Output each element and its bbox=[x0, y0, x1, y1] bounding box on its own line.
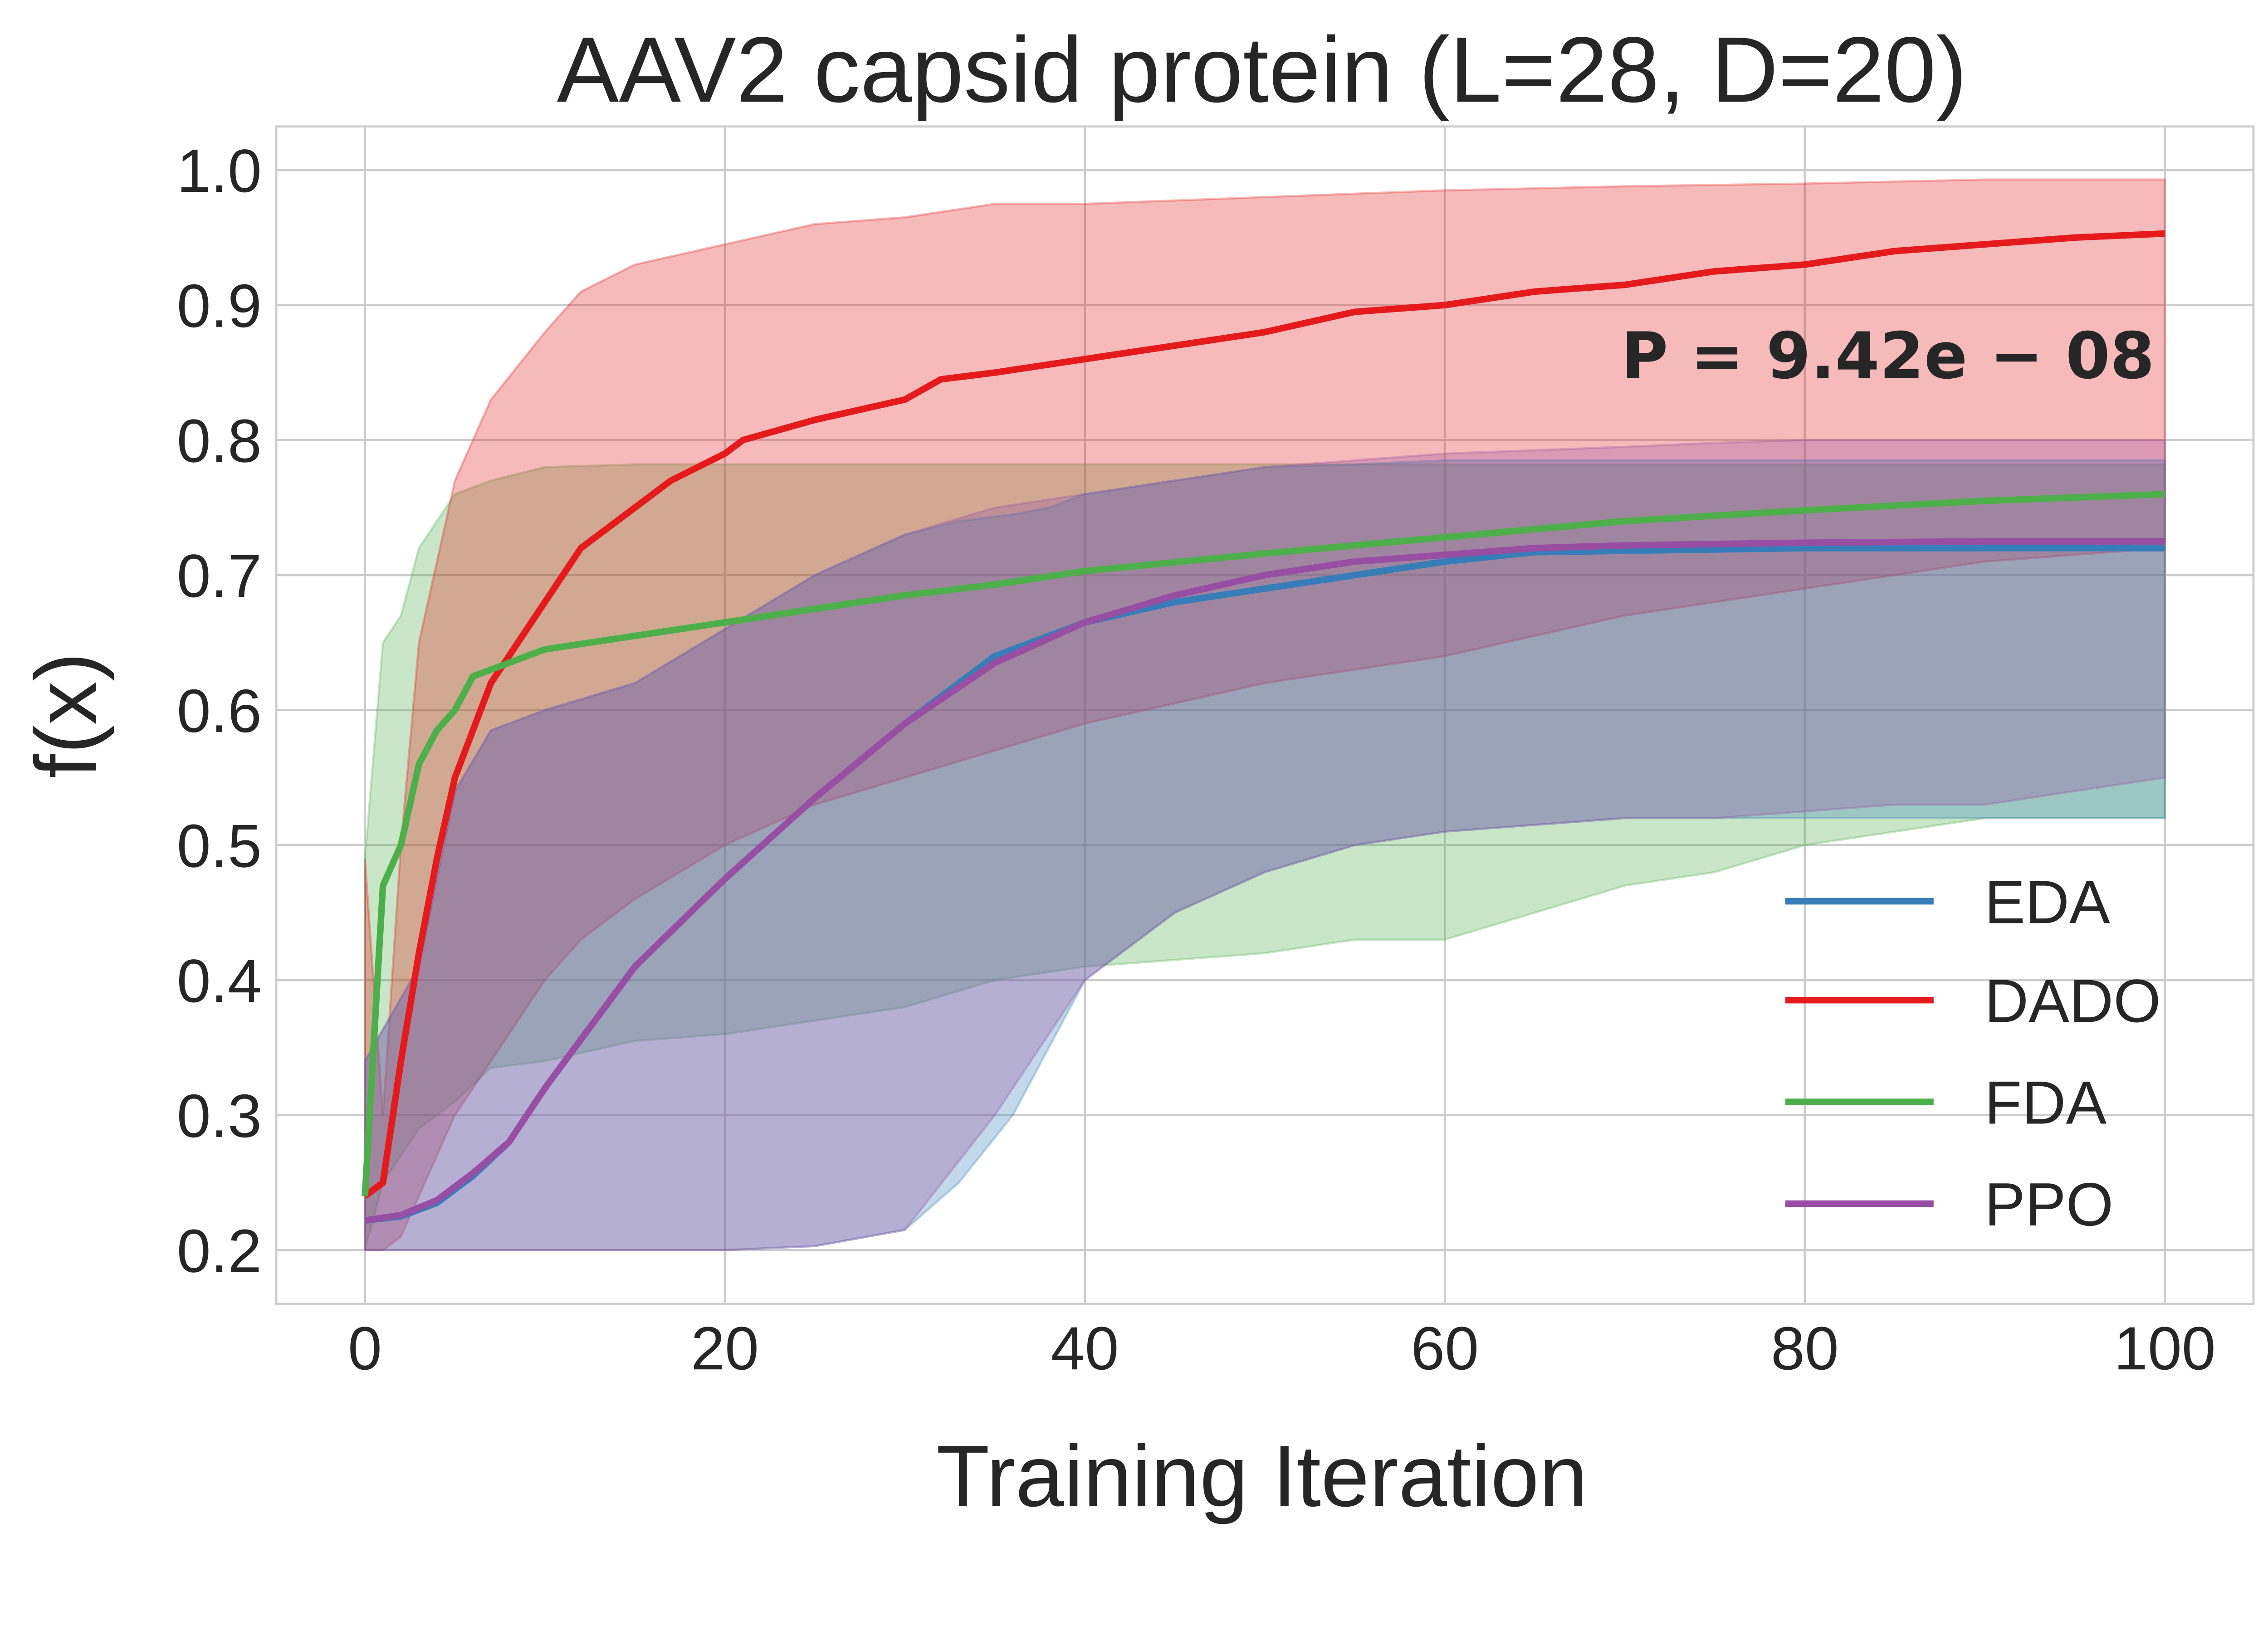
y-tick-label: 0.4 bbox=[177, 947, 262, 1015]
y-tick-label: 0.6 bbox=[177, 677, 262, 745]
eda-confidence-band bbox=[364, 459, 2166, 1251]
x-tick-label: 60 bbox=[1411, 1314, 1479, 1382]
y-axis-label: f(x) bbox=[17, 652, 115, 778]
fda-confidence-band bbox=[364, 463, 2166, 1251]
p-value-annotation: P = 9.42e − 08 bbox=[1621, 319, 2155, 393]
legend-item-ppo: PPO bbox=[1785, 1170, 2113, 1239]
ppo-mean-line bbox=[364, 538, 2165, 1224]
legend-item-eda: EDA bbox=[1785, 868, 2110, 936]
x-tick-label: 20 bbox=[691, 1314, 759, 1382]
legend-item-dado: DADO bbox=[1785, 967, 2161, 1035]
y-tick-label: 0.2 bbox=[177, 1216, 262, 1285]
plot-area bbox=[275, 125, 2255, 1305]
x-tick-label: 40 bbox=[1051, 1314, 1119, 1382]
y-tick-label: 1.0 bbox=[177, 137, 262, 205]
ppo-confidence-band bbox=[364, 439, 2166, 1251]
y-tick-label: 0.7 bbox=[177, 542, 262, 610]
x-tick-label: 0 bbox=[348, 1314, 382, 1382]
y-tick-labels: 0.2 0.3 0.4 0.5 0.6 0.7 0.8 0.9 1.0 bbox=[177, 137, 262, 1285]
y-tick-label: 0.8 bbox=[177, 406, 262, 475]
legend-label: FDA bbox=[1984, 1069, 2107, 1137]
y-tick-label: 0.3 bbox=[177, 1082, 262, 1150]
x-tick-label: 100 bbox=[2114, 1314, 2216, 1382]
y-tick-label: 0.9 bbox=[177, 272, 262, 340]
fda-mean-line bbox=[362, 491, 2165, 1196]
legend-label: DADO bbox=[1984, 967, 2161, 1035]
legend-item-fda: FDA bbox=[1785, 1069, 2107, 1137]
line-chart: 0 20 40 60 80 100 0.2 0.3 0.4 0.5 0.6 0.7 0.8 0.9 1.0… bbox=[17, 18, 2255, 1525]
x-tick-label: 80 bbox=[1771, 1314, 1839, 1382]
legend-label: PPO bbox=[1984, 1170, 2113, 1239]
legend-label: EDA bbox=[1984, 868, 2110, 936]
confidence-bands bbox=[364, 178, 2166, 1251]
legend: EDA DADO FDA PPO bbox=[1785, 868, 2161, 1239]
chart-title: AAV2 capsid protein (L=28, D=20) bbox=[557, 18, 1967, 122]
series-lines bbox=[362, 230, 2165, 1224]
grid bbox=[276, 126, 2253, 1304]
dado-mean-line bbox=[363, 230, 2165, 1199]
y-tick-label: 0.5 bbox=[177, 811, 262, 880]
x-axis-label: Training Iteration bbox=[936, 1427, 1588, 1525]
x-tick-labels: 0 20 40 60 80 100 bbox=[348, 1314, 2216, 1382]
